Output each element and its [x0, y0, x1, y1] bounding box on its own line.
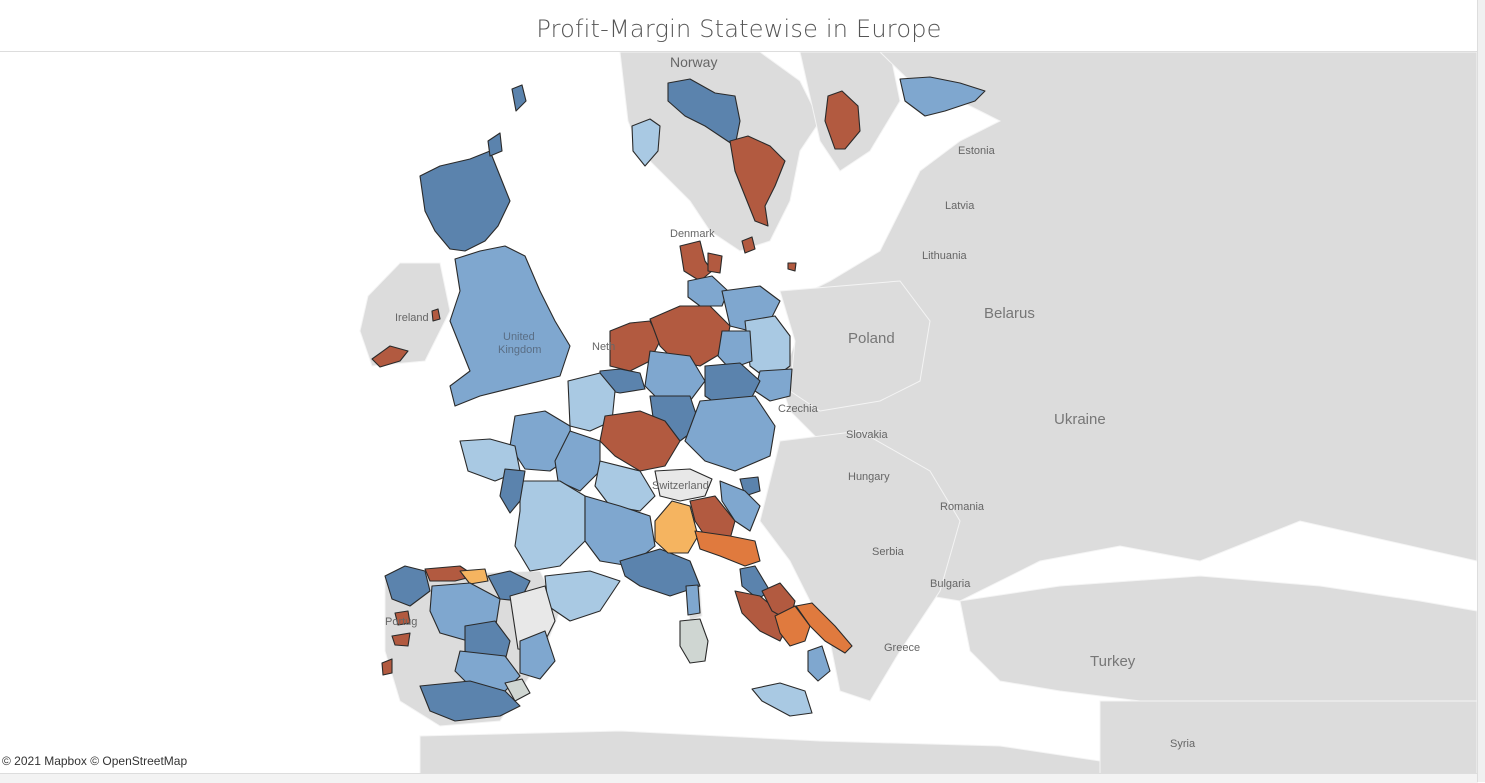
label-denmark: Denmark	[670, 228, 715, 240]
choropleth-map[interactable]: Norway Estonia Latvia Denmark Lithuania …	[0, 52, 1477, 774]
label-hungary: Hungary	[848, 471, 890, 483]
label-estonia: Estonia	[958, 145, 996, 157]
label-ukraine: Ukraine	[1054, 411, 1106, 428]
label-norway: Norway	[670, 54, 717, 70]
label-poland: Poland	[848, 330, 895, 347]
label-uk-line2: Kingdom	[498, 344, 541, 356]
label-netherlands: Neth	[592, 341, 615, 353]
label-switzerland: Switzerland	[652, 480, 709, 492]
data-regions[interactable]	[371, 76, 986, 722]
label-lithuania: Lithuania	[922, 250, 968, 262]
label-greece: Greece	[884, 642, 920, 654]
vertical-scrollbar[interactable]	[1477, 0, 1485, 782]
label-czechia: Czechia	[778, 403, 819, 415]
page-title: Profit-Margin Statewise in Europe	[536, 15, 942, 43]
label-serbia: Serbia	[872, 546, 905, 558]
map-attribution[interactable]: © 2021 Mapbox © OpenStreetMap	[2, 754, 188, 768]
label-turkey: Turkey	[1090, 653, 1136, 670]
bottom-strip	[0, 773, 1478, 783]
label-bulgaria: Bulgaria	[930, 578, 971, 590]
label-slovakia: Slovakia	[846, 429, 888, 441]
label-latvia: Latvia	[945, 200, 975, 212]
map-view[interactable]: Norway Estonia Latvia Denmark Lithuania …	[0, 51, 1478, 774]
label-syria: Syria	[1170, 738, 1196, 750]
map-labels: Norway Estonia Latvia Denmark Lithuania …	[385, 54, 1196, 750]
label-uk-line1: United	[503, 331, 535, 343]
label-romania: Romania	[940, 501, 985, 513]
label-portugal: Portug	[385, 616, 417, 628]
label-ireland: Ireland	[395, 312, 429, 324]
label-belarus: Belarus	[984, 305, 1035, 322]
title-bar: Profit-Margin Statewise in Europe	[0, 0, 1478, 52]
